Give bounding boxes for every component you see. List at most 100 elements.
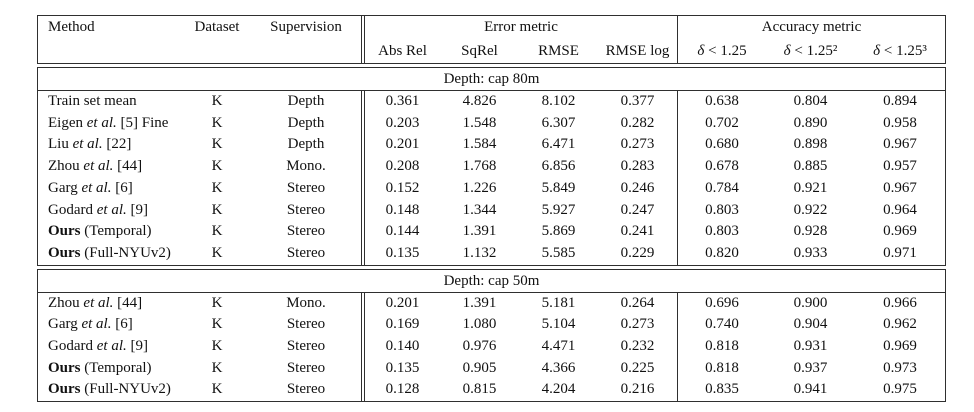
delta3-cell: 0.957	[883, 158, 917, 175]
sq-rel-cell: 4.826	[462, 93, 497, 109]
delta2-cell: 0.928	[793, 223, 828, 240]
table-row: Garg et al. [6] K Stereo 0.169 1.080 5.1…	[38, 314, 945, 337]
delta3-cell: 0.967	[883, 136, 917, 153]
rmse-log-cell: 0.377	[620, 93, 655, 109]
col-header-delta3: δ < 1.25³	[855, 39, 945, 63]
method-suffix: [5] Fine	[116, 114, 169, 131]
method-name: Garg	[48, 316, 82, 333]
method-suffix: [9]	[126, 201, 149, 218]
col-header-rmse-log: RMSE log	[605, 43, 670, 59]
rmse-log-cell: 0.229	[620, 244, 655, 261]
method-etal: et al.	[81, 179, 112, 196]
abs-rel-cell: 0.140	[361, 336, 440, 358]
supervision-cell: Depth	[287, 136, 325, 153]
delta-cond: < 1.25	[704, 43, 747, 59]
abs-rel-cell: 0.169	[361, 314, 440, 337]
header-sub-row: Abs Rel SqRel RMSE RMSE log δ < 1.25 δ <…	[38, 39, 945, 63]
dataset-cell: K	[211, 158, 223, 175]
method-name: Ours	[48, 359, 81, 376]
abs-rel-cell: 0.128	[361, 379, 440, 402]
rmse-log-cell: 0.241	[620, 223, 655, 240]
rmse-log-cell: 0.273	[620, 136, 655, 153]
supervision-cell: Stereo	[286, 359, 326, 376]
delta3-cell: 0.975	[883, 381, 917, 398]
rmse-cell: 4.204	[541, 381, 576, 398]
supervision-cell: Depth	[287, 93, 325, 109]
table-row: Godard et al. [9] K Stereo 0.148 1.344 5…	[38, 199, 945, 222]
sq-rel-cell: 1.391	[462, 294, 497, 311]
method-name: Eigen	[48, 114, 87, 131]
delta-symbol: δ	[783, 43, 791, 59]
delta1-cell: 0.680	[677, 134, 766, 157]
col-header-method: Method	[48, 19, 95, 35]
method-cell: Garg et al. [6]	[38, 178, 183, 200]
rmse-cell: 4.366	[541, 359, 576, 376]
dataset-cell: K	[211, 223, 223, 240]
rmse-cell: 4.471	[541, 338, 576, 355]
delta2-cell: 0.941	[793, 381, 828, 398]
method-cell: Eigen et al. [5] Fine	[38, 113, 183, 135]
delta3-cell: 0.966	[883, 294, 917, 311]
delta1-cell: 0.740	[677, 314, 766, 337]
sq-rel-cell: 0.815	[462, 381, 497, 398]
method-name: Train set mean	[48, 93, 137, 109]
delta-symbol: δ	[697, 43, 705, 59]
method-suffix: [6]	[111, 316, 133, 333]
delta3-cell: 0.969	[883, 223, 917, 240]
method-cell: Zhou et al. [44]	[38, 293, 183, 315]
supervision-cell: Stereo	[286, 179, 326, 196]
table-row: Garg et al. [6] K Stereo 0.152 1.226 5.8…	[38, 177, 945, 200]
rmse-cell: 5.181	[541, 294, 576, 311]
method-etal: et al.	[83, 158, 114, 175]
abs-rel-cell: 0.208	[361, 156, 440, 178]
supervision-cell: Stereo	[286, 223, 326, 240]
delta3-cell: 0.967	[883, 179, 917, 196]
table-row: Eigen et al. [5] Fine K Depth 0.203 1.54…	[38, 112, 945, 135]
delta2-cell: 0.931	[793, 338, 828, 355]
method-name: Ours	[48, 381, 81, 398]
delta1-cell: 0.803	[677, 199, 766, 222]
table-row: Godard et al. [9] K Stereo 0.140 0.976 4…	[38, 336, 945, 358]
delta2-cell: 0.898	[793, 136, 828, 153]
method-name: Ours	[48, 223, 81, 240]
section-cap-80m: Depth: cap 80m Train set mean K Depth 0.…	[37, 67, 946, 266]
delta-symbol: δ	[873, 43, 881, 59]
table-row: Ours (Full-NYUv2) K Stereo 0.135 1.132 5…	[38, 242, 945, 265]
method-cell: Godard et al. [9]	[38, 200, 183, 222]
delta2-cell: 0.904	[793, 316, 828, 333]
sq-rel-cell: 1.584	[462, 136, 497, 153]
results-table: Method Dataset Supervision Error metric …	[37, 15, 946, 405]
rmse-cell: 5.869	[541, 223, 576, 240]
method-cell: Ours (Full-NYUv2)	[38, 243, 183, 265]
delta3-cell: 0.958	[883, 114, 917, 131]
dataset-cell: K	[211, 381, 223, 398]
table-row: Ours (Full-NYUv2) K Stereo 0.128 0.815 4…	[38, 379, 945, 402]
method-suffix: [22]	[102, 136, 132, 153]
rmse-cell: 8.102	[541, 93, 576, 109]
delta1-cell: 0.803	[677, 221, 766, 243]
abs-rel-cell: 0.148	[361, 199, 440, 222]
section-rows-50m: Zhou et al. [44] K Mono. 0.201 1.391 5.1…	[38, 292, 945, 402]
rmse-cell: 6.471	[541, 136, 576, 153]
method-cell: Garg et al. [6]	[38, 314, 183, 336]
supervision-cell: Stereo	[286, 338, 326, 355]
abs-rel-cell: 0.201	[361, 292, 440, 315]
method-cell: Ours (Temporal)	[38, 221, 183, 243]
rmse-log-cell: 0.225	[620, 359, 655, 376]
col-header-delta1: δ < 1.25	[677, 39, 766, 63]
method-name: Godard	[48, 201, 97, 218]
method-suffix: [44]	[113, 158, 143, 175]
sq-rel-cell: 0.976	[462, 338, 497, 355]
dataset-cell: K	[211, 294, 223, 311]
sq-rel-cell: 1.132	[462, 244, 497, 261]
delta1-cell: 0.784	[677, 177, 766, 200]
method-etal: et al.	[72, 136, 103, 153]
method-name: Garg	[48, 179, 82, 196]
delta3-cell: 0.971	[883, 244, 917, 261]
method-name: Liu	[48, 136, 73, 153]
method-cell: Ours (Temporal)	[38, 358, 183, 380]
supervision-cell: Stereo	[286, 381, 326, 398]
delta2-cell: 0.921	[793, 179, 828, 196]
table-row: Ours (Temporal) K Stereo 0.135 0.905 4.3…	[38, 357, 945, 380]
delta2-cell: 0.937	[793, 359, 828, 376]
